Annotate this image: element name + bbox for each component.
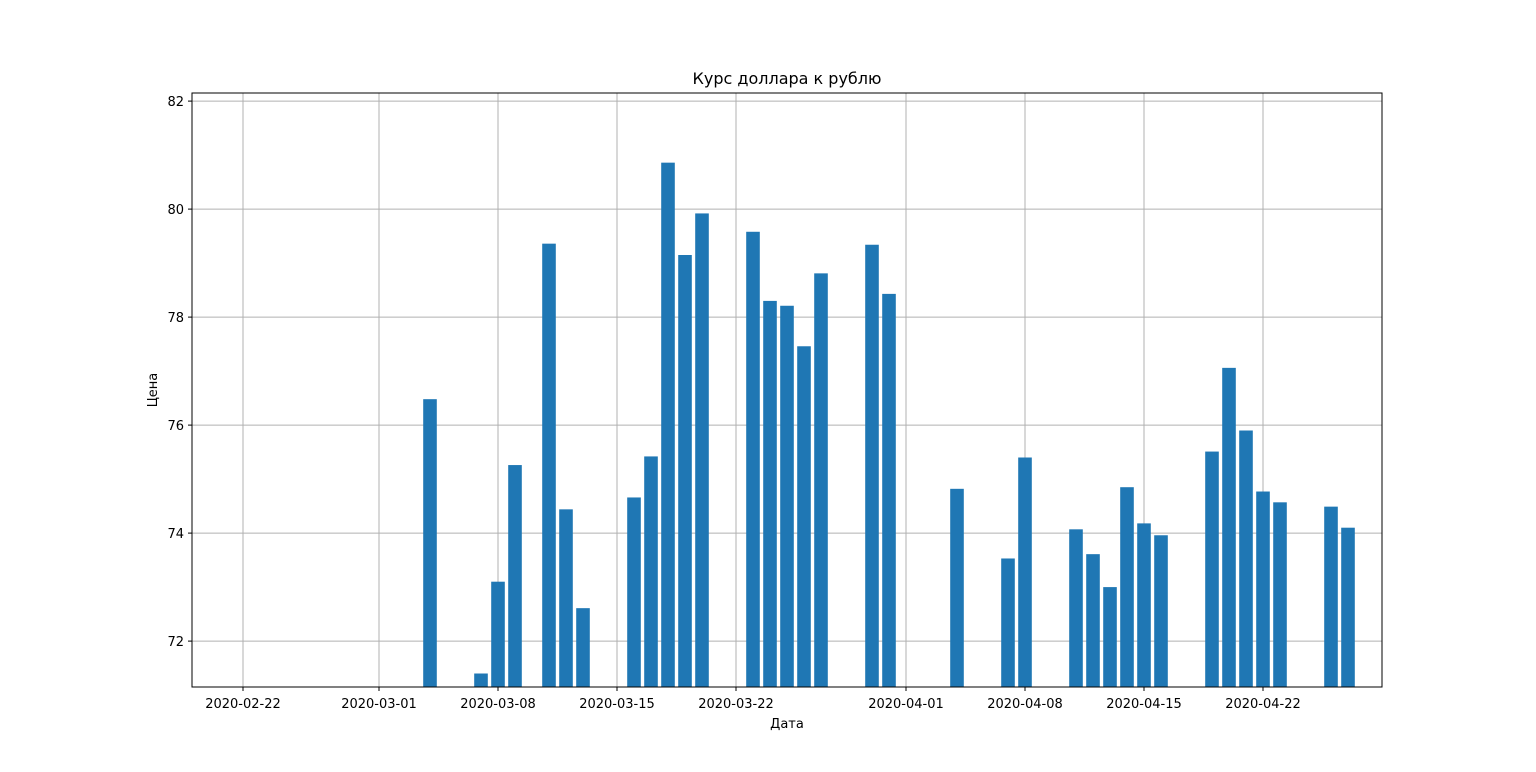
- bar: [491, 581, 505, 687]
- bar: [1120, 487, 1134, 687]
- bar: [1086, 554, 1100, 687]
- x-tick-label: 2020-02-22: [205, 697, 281, 712]
- y-tick-label: 80: [167, 203, 184, 218]
- bar: [576, 608, 590, 687]
- bar: [882, 293, 896, 687]
- bar: [542, 243, 556, 687]
- bar: [508, 465, 522, 687]
- bar: [661, 162, 675, 687]
- bar: [763, 300, 777, 687]
- bar: [1205, 451, 1219, 687]
- bar: [474, 673, 488, 687]
- x-tick-label: 2020-04-15: [1106, 697, 1182, 712]
- bars: [423, 162, 1355, 687]
- x-tick-label: 2020-04-22: [1225, 697, 1301, 712]
- bar: [780, 305, 794, 687]
- bar: [1256, 491, 1270, 687]
- bar: [1341, 527, 1355, 687]
- chart-title: Курс доллара к рублю: [693, 69, 882, 88]
- y-axis-label: Цена: [146, 373, 161, 408]
- bar: [559, 509, 573, 687]
- bar: [695, 213, 709, 687]
- x-tick-label: 2020-03-01: [341, 697, 417, 712]
- bar: [644, 456, 658, 687]
- bar: [1137, 523, 1151, 687]
- x-axis-label: Дата: [770, 717, 804, 732]
- bar: [1324, 506, 1338, 687]
- x-tick-label: 2020-03-08: [460, 697, 536, 712]
- y-tick-label: 78: [167, 311, 184, 326]
- plot-frame: [191, 92, 1383, 688]
- bar: [1222, 367, 1236, 687]
- bar: [1273, 502, 1287, 687]
- bar: [1069, 529, 1083, 687]
- bar: [678, 255, 692, 687]
- bar: [814, 273, 828, 687]
- y-tick-label: 74: [167, 527, 184, 542]
- y-axis: 72 74 76 78 80 82: [167, 95, 192, 650]
- bar: [1103, 587, 1117, 687]
- bar: [797, 346, 811, 687]
- x-tick-label: 2020-04-08: [987, 697, 1063, 712]
- y-tick-label: 72: [167, 635, 184, 650]
- y-tick-label: 76: [167, 419, 184, 434]
- y-tick-label: 82: [167, 95, 184, 110]
- bar: [1239, 430, 1253, 687]
- bar: [1018, 457, 1032, 687]
- bar: [950, 488, 964, 687]
- bar: [423, 399, 437, 687]
- bar: [1154, 535, 1168, 687]
- x-tick-label: 2020-03-22: [698, 697, 774, 712]
- bar: [865, 244, 879, 687]
- x-axis: 2020-02-22 2020-03-01 2020-03-08 2020-03-15…: [205, 687, 1301, 712]
- bar: [1001, 558, 1015, 687]
- x-tick-label: 2020-04-01: [868, 697, 944, 712]
- x-tick-label: 2020-03-15: [579, 697, 655, 712]
- bar: [746, 231, 760, 687]
- bar: [627, 497, 641, 687]
